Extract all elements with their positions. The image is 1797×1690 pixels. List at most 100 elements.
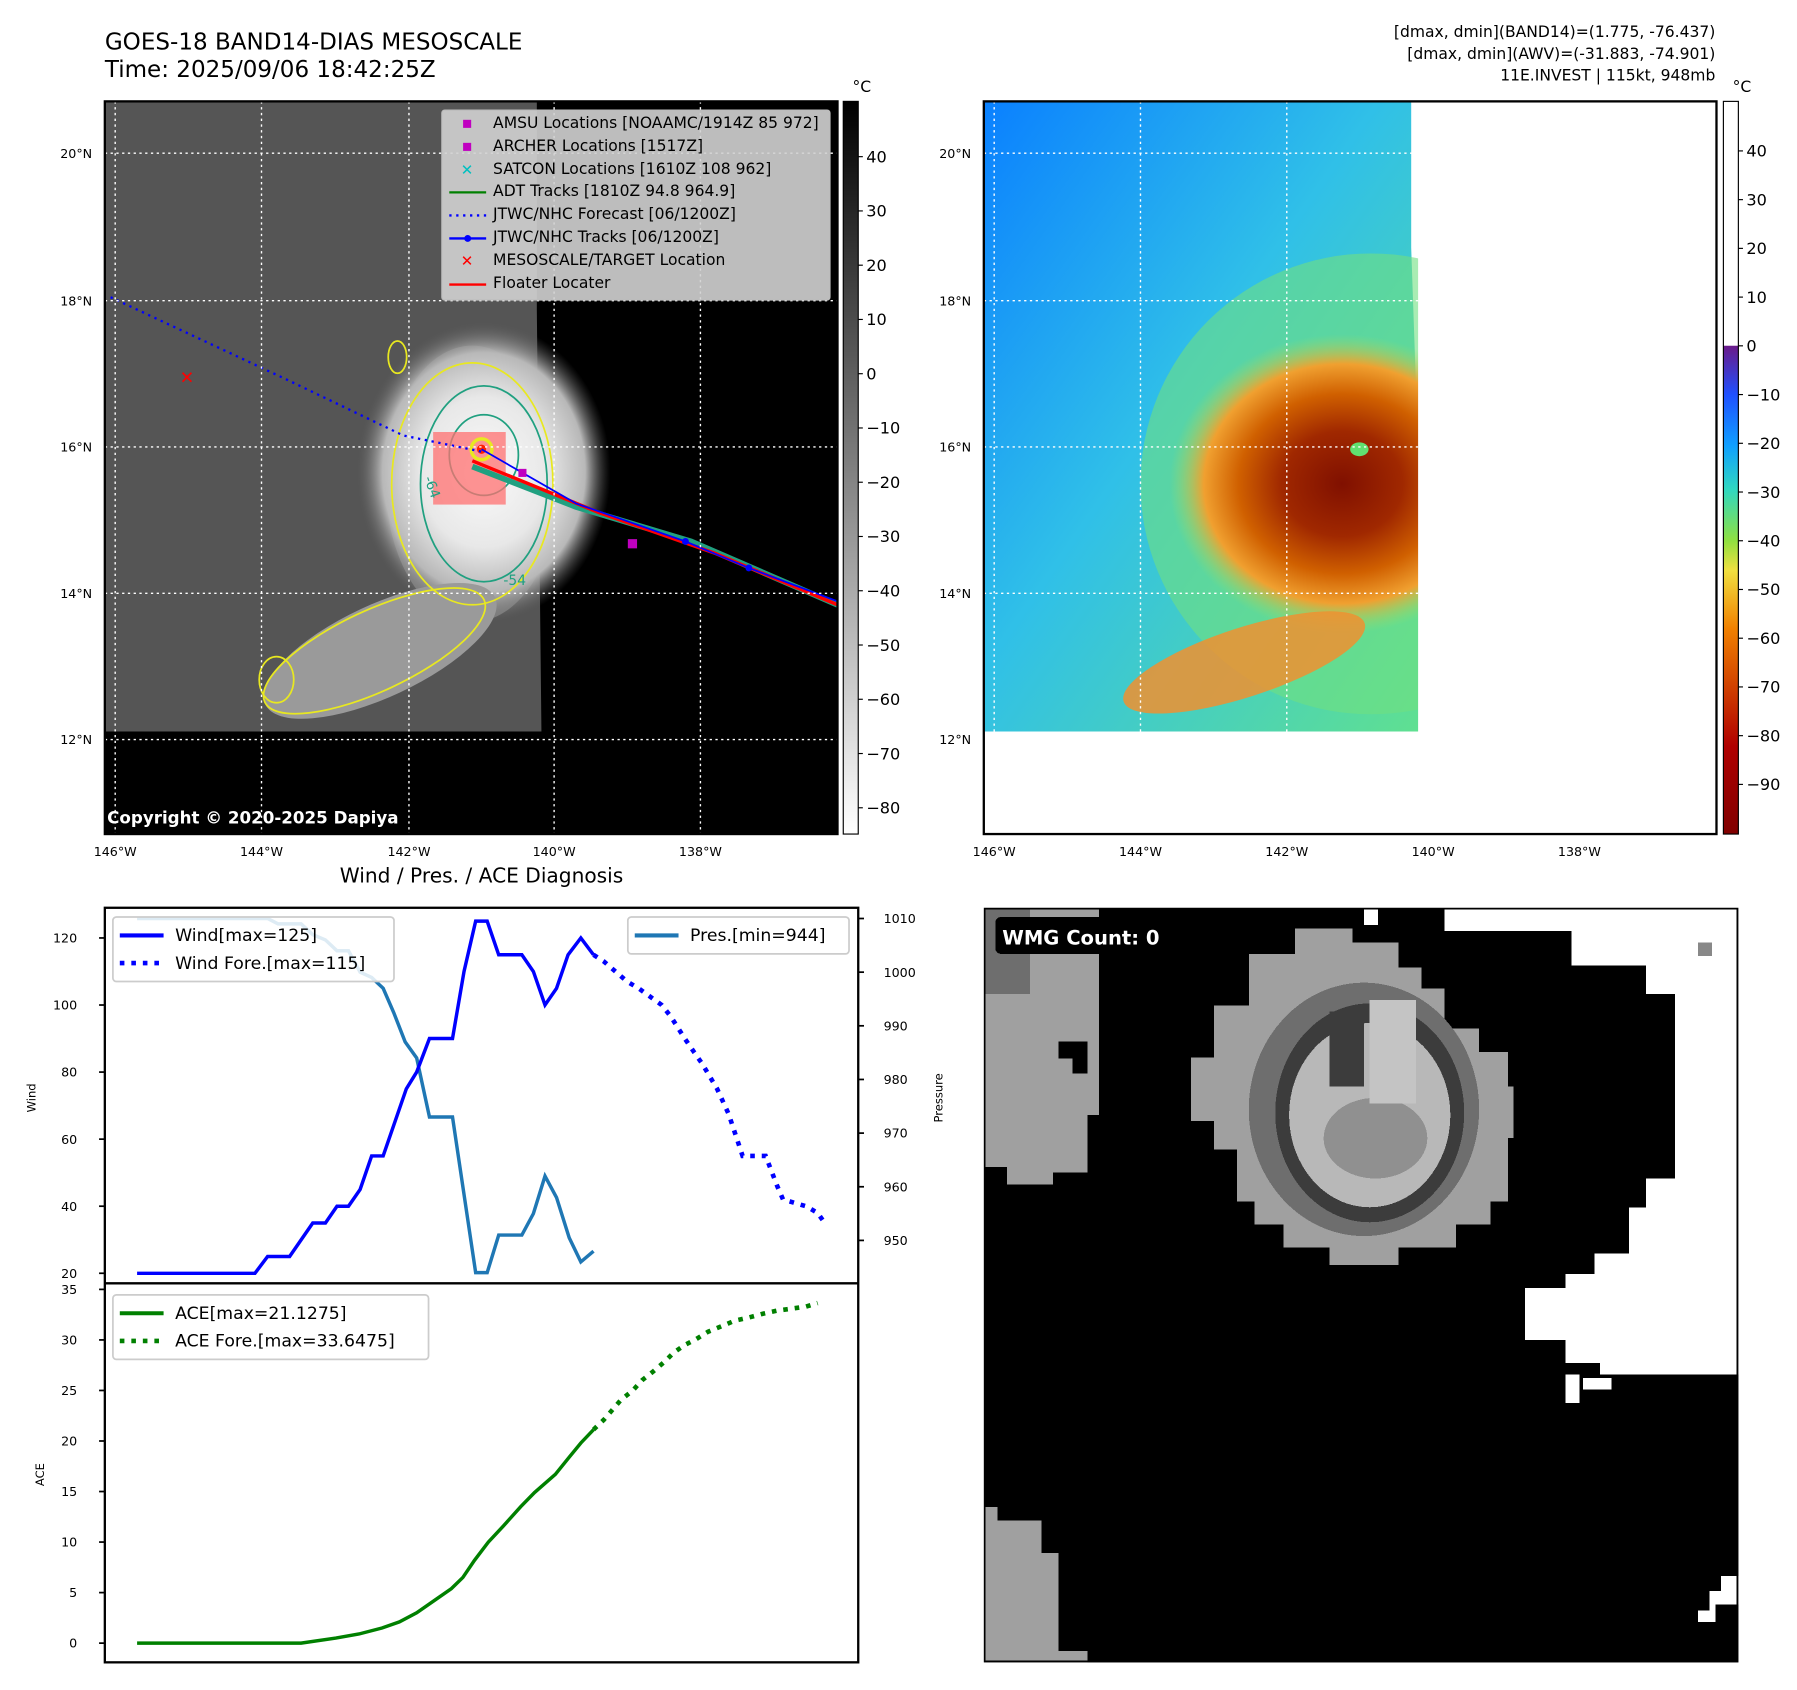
chart-legend-label: Wind[max=125] xyxy=(175,926,317,946)
pressure-tick-label: 980 xyxy=(884,1072,908,1087)
copyright-text: Copyright © 2020-2025 Dapiya xyxy=(107,809,399,829)
pressure-axis-label: Pressure xyxy=(931,1073,945,1122)
square-marker-icon xyxy=(463,119,472,128)
x-marker-icon: ✕ xyxy=(461,252,474,270)
legend-item: JTWC/NHC Tracks [06/1200Z] xyxy=(442,227,822,249)
map-legend: AMSU Locations [NOAAMC/1914Z 85 972] ARCH… xyxy=(441,109,831,301)
chart-title: Wind / Pres. / ACE Diagnosis xyxy=(339,865,624,889)
legend-label: Floater Locater xyxy=(493,273,611,293)
awv-colorbar-tick: −10 xyxy=(1746,385,1780,404)
lat-label: 18°N xyxy=(939,293,971,308)
line-dot-marker-icon xyxy=(449,235,487,242)
wind-axis-label: Wind xyxy=(25,1083,39,1112)
ace-tick-label: 20 xyxy=(61,1434,77,1449)
legend-item: AMSU Locations [NOAAMC/1914Z 85 972] xyxy=(442,113,822,135)
lon-label: 144°W xyxy=(1119,844,1162,859)
ace-tick-label: 5 xyxy=(69,1585,77,1600)
lat-label: 12°N xyxy=(939,732,971,747)
lat-label: 18°N xyxy=(60,293,92,308)
awv-colorbar-tick: −80 xyxy=(1746,726,1780,745)
pressure-tick-label: 1010 xyxy=(884,911,916,926)
lat-label: 20°N xyxy=(939,146,971,161)
ace-line xyxy=(137,1428,595,1645)
mesoscale-target-marker: ✕ xyxy=(180,369,194,389)
wind-tick-label: 60 xyxy=(61,1132,77,1147)
wind-tick-label: 80 xyxy=(61,1065,77,1080)
ir-colorbar-tick: −80 xyxy=(866,799,900,818)
ir-colorbar-tick: −10 xyxy=(866,419,900,438)
ir-colorbar-tick: 0 xyxy=(866,364,876,383)
chart-frame xyxy=(103,906,860,1664)
ace-tick-label: 30 xyxy=(61,1333,77,1348)
lon-label: 142°W xyxy=(1265,844,1308,859)
awv-map xyxy=(983,101,1717,835)
ir-colorbar xyxy=(842,100,859,835)
svg-text:✕: ✕ xyxy=(461,252,474,270)
lat-label: 20°N xyxy=(60,146,92,161)
ir-colorbar-tick: 20 xyxy=(866,256,887,275)
awv-colorbar-tick: 0 xyxy=(1746,337,1756,356)
wmg-panel: WMG Count: 0 xyxy=(983,907,1739,1663)
lon-label: 138°W xyxy=(1558,844,1601,859)
ace-axis-label: ACE xyxy=(33,1463,47,1486)
awv-colorbar xyxy=(1722,100,1739,835)
pressure-tick-label: 1000 xyxy=(884,965,916,980)
pressure-tick-label: 960 xyxy=(884,1179,908,1194)
pressure-tick-label: 950 xyxy=(884,1233,908,1248)
legend-item: ✕ MESOSCALE/TARGET Location xyxy=(442,250,822,272)
square-marker-icon xyxy=(463,142,472,151)
contour-label: -54 xyxy=(503,573,526,589)
legend-label: JTWC/NHC Tracks [06/1200Z] xyxy=(493,228,719,247)
ir-colorbar-tick: −40 xyxy=(866,582,900,601)
legend-label: MESOSCALE/TARGET Location xyxy=(493,250,726,270)
chart-legend xyxy=(112,1293,430,1361)
awv-colorbar-tick: −20 xyxy=(1746,434,1780,453)
ace-tick-label: 25 xyxy=(61,1383,77,1398)
lat-label: 16°N xyxy=(939,440,971,455)
awv-unit-label: °C xyxy=(1732,78,1752,97)
legend-item: JTWC/NHC Forecast [06/1200Z] xyxy=(442,204,822,226)
chart-legend-label: Pres.[min=944] xyxy=(690,926,825,946)
ir-colorbar-tick: −30 xyxy=(866,527,900,546)
ir-colorbar-tick: −70 xyxy=(866,744,900,763)
lon-label: 138°W xyxy=(679,844,722,859)
legend-item: Floater Locater xyxy=(442,273,822,295)
figure-time: Time: 2025/09/06 18:42:25Z xyxy=(104,55,436,83)
ir-unit-label: °C xyxy=(852,78,872,97)
chart-legend xyxy=(626,916,850,955)
wmg-badge xyxy=(995,916,1171,954)
svg-text:✕: ✕ xyxy=(461,161,474,179)
wmg-count-label: WMG Count: 0 xyxy=(1002,927,1159,950)
lon-label: 146°W xyxy=(94,844,137,859)
legend-label: AMSU Locations [NOAAMC/1914Z 85 972] xyxy=(493,114,819,133)
lon-label: 146°W xyxy=(973,844,1016,859)
legend-label: JTWC/NHC Forecast [06/1200Z] xyxy=(493,205,736,224)
wind-tick-label: 40 xyxy=(61,1199,77,1214)
awv-colorbar-tick: 10 xyxy=(1746,288,1767,307)
wind-tick-label: 100 xyxy=(53,998,77,1013)
lat-label: 16°N xyxy=(60,440,92,455)
legend-label: ADT Tracks [1810Z 94.8 964.9] xyxy=(493,182,736,201)
chart-legend-label: Wind Fore.[max=115] xyxy=(175,954,365,974)
x-marker-icon: ✕ xyxy=(461,161,474,179)
legend-label: ARCHER Locations [1517Z] xyxy=(493,136,704,156)
contour-label: -64 xyxy=(420,474,443,501)
line-marker-icon xyxy=(449,282,487,286)
lon-label: 142°W xyxy=(387,844,430,859)
wind-forecast-line xyxy=(592,952,827,1225)
awv-colorbar-tick: −40 xyxy=(1746,532,1780,551)
band14-range: [dmax, dmin](BAND14)=(1.775, -76.437) xyxy=(1393,23,1716,42)
awv-colorbar-tick: −70 xyxy=(1746,678,1780,697)
ir-colorbar-tick: 10 xyxy=(866,310,887,329)
ace-tick-label: 0 xyxy=(69,1636,77,1651)
ir-colorbar-tick: −20 xyxy=(866,473,900,492)
legend-item: ✕ SATCON Locations [1610Z 108 962] xyxy=(442,159,822,181)
amsu-marker xyxy=(627,539,638,549)
ace-tick-label: 15 xyxy=(61,1484,77,1499)
chart-legend xyxy=(112,916,395,983)
lon-label: 140°W xyxy=(1412,844,1455,859)
lon-label: 140°W xyxy=(533,844,576,859)
